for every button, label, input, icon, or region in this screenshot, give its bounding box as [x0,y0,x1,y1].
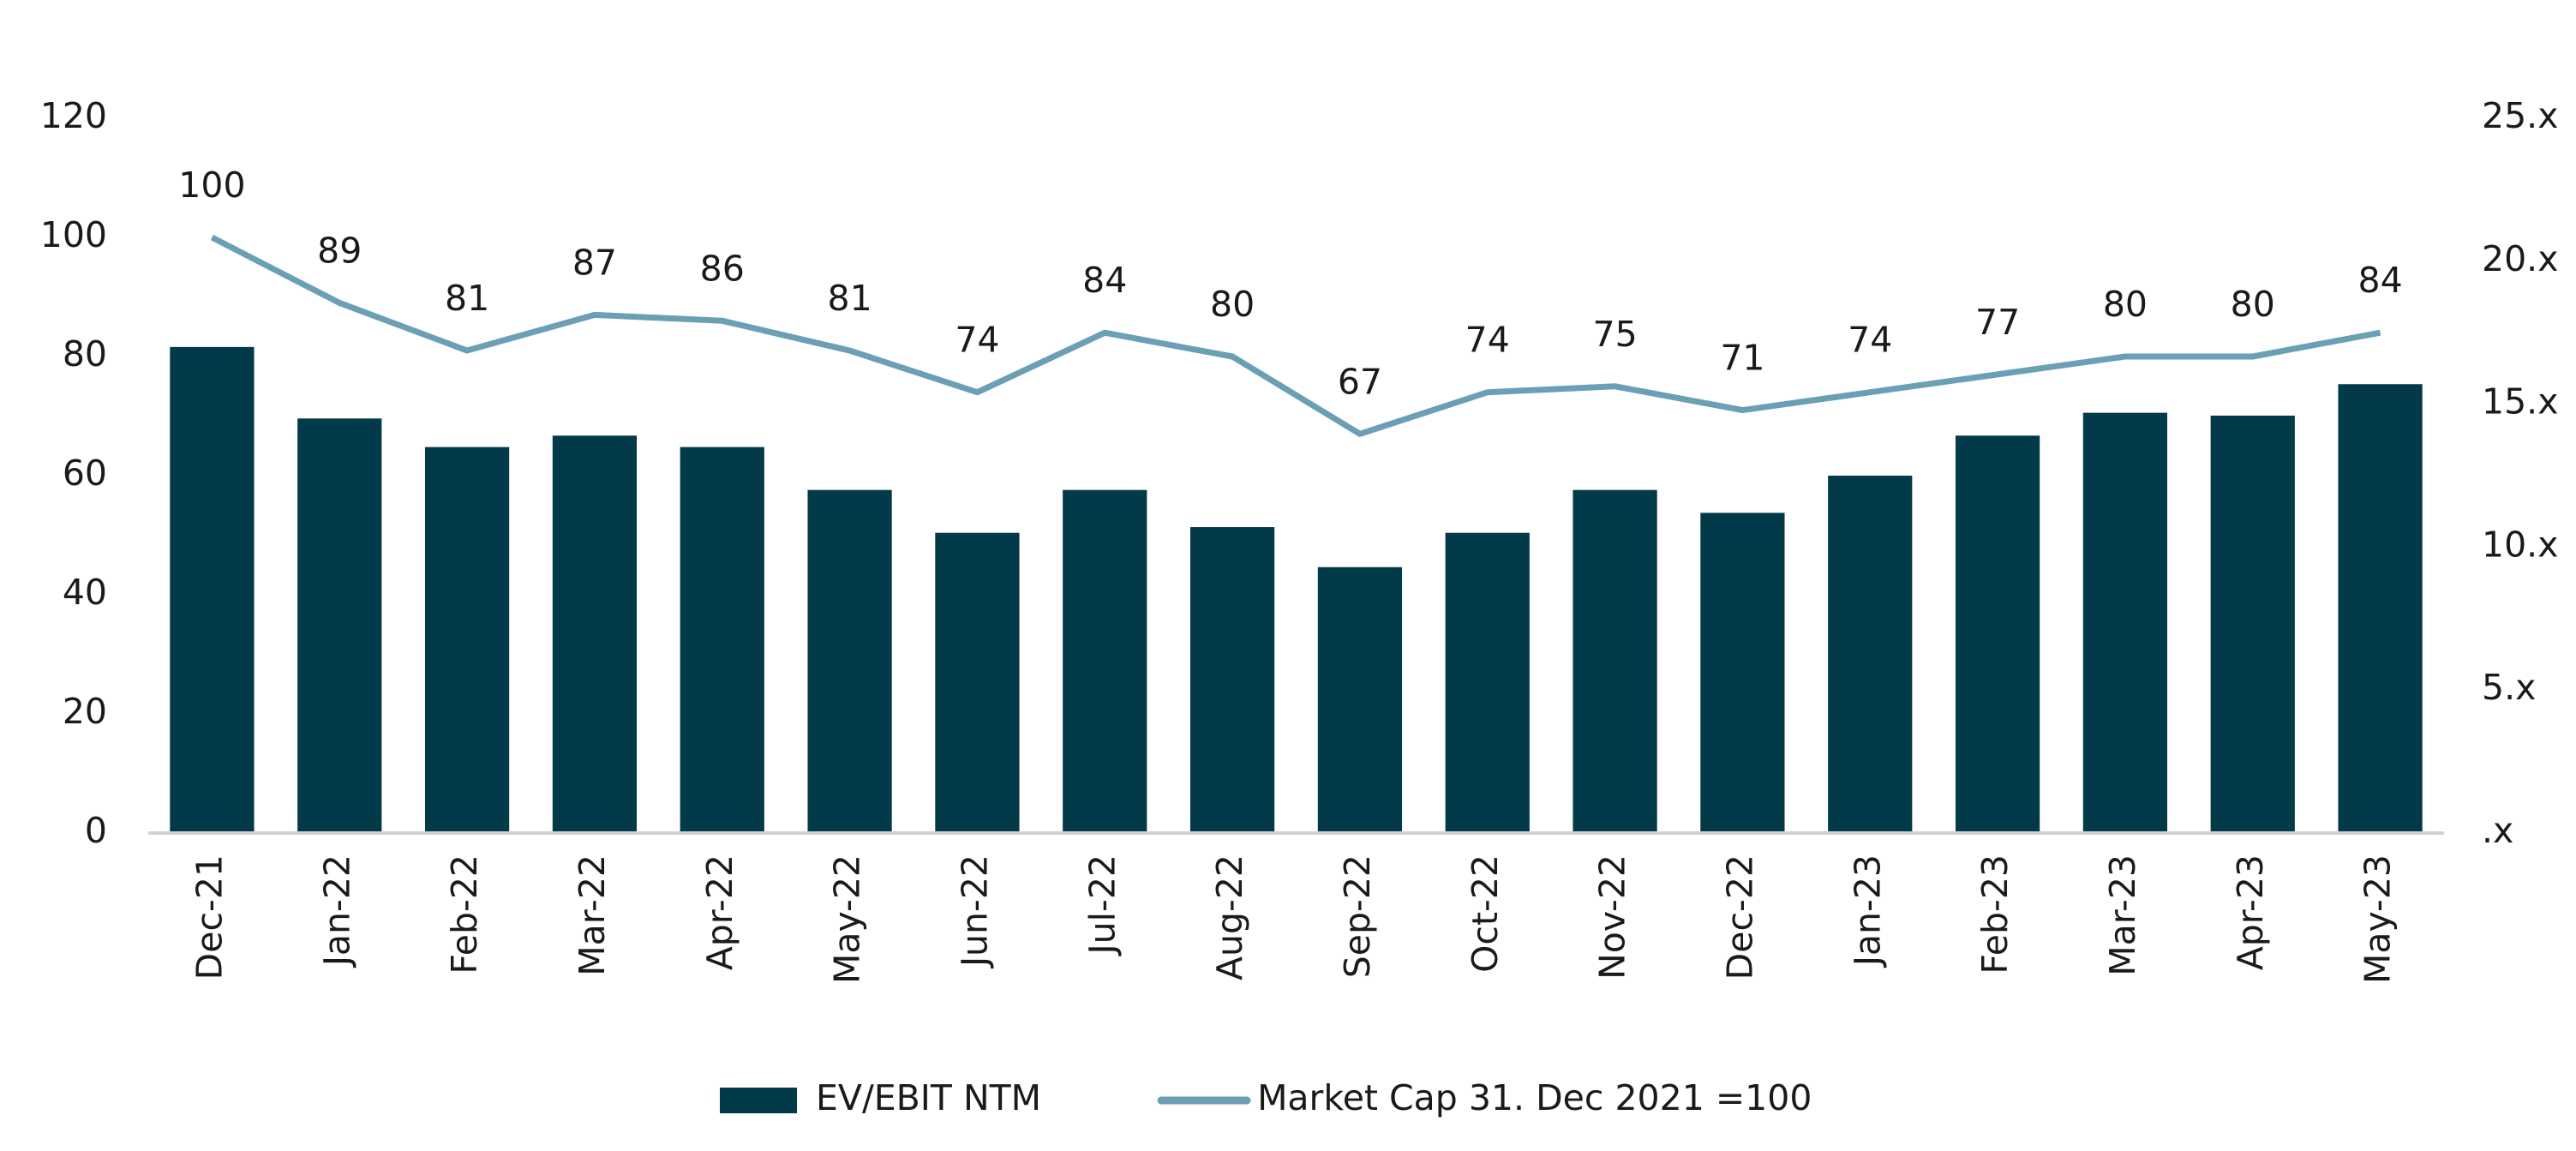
x-tick-label: Dec-21 [189,854,230,980]
y-tick-label: 40 [63,572,107,613]
data-label: 74 [955,320,999,361]
y2-tick-label: 10.x [2482,524,2558,565]
x-tick-label: Jul-22 [1081,854,1123,956]
bar [807,489,892,833]
bar [1573,489,1657,833]
y2-tick-label: 15.x [2482,381,2558,423]
x-tick-label: Feb-22 [444,854,485,974]
y-tick-label: 120 [40,95,107,136]
x-tick-label: May-23 [2357,854,2399,984]
data-label: 84 [1082,260,1127,301]
x-tick-label: Sep-22 [1337,854,1378,978]
legend: EV/EBIT NTM Market Cap 31. Dec 2021 =100 [720,1077,1812,1118]
legend-swatch [720,1088,797,1113]
data-label: 86 [700,248,745,289]
bar [1189,527,1275,833]
x-tick-label: Oct-22 [1465,854,1506,973]
x-tick-label: Apr-22 [699,854,740,970]
bar [1317,567,1403,833]
bar [2210,415,2295,833]
legend-label: Market Cap 31. Dec 2021 =100 [1257,1077,1812,1118]
bar [2338,384,2423,833]
x-tick-label: Mar-22 [572,854,613,976]
x-tick-label: Nov-22 [1592,854,1633,980]
data-label: 100 [178,165,245,206]
x-tick-label: Apr-23 [2230,854,2271,970]
x-tick-label: Aug-22 [1209,854,1250,980]
bar [1700,513,1785,833]
bar [170,346,255,833]
bar [680,447,764,833]
bar [1063,489,1147,833]
x-tick-label: Jun-22 [954,854,995,969]
data-label: 80 [2103,284,2148,325]
x-tick-label: Feb-23 [1974,854,2016,974]
y2-tick-label: 25.x [2482,95,2558,136]
data-label: 75 [1592,314,1637,355]
y2-tick-label: .x [2482,810,2513,851]
bar [552,435,638,833]
data-label: 74 [1848,320,1892,361]
legend-label: EV/EBIT NTM [816,1077,1041,1118]
bar [1828,476,1913,833]
data-label: 89 [317,230,362,271]
y-tick-label: 0 [85,810,107,851]
y-tick-label: 20 [63,691,107,732]
y-tick-label: 60 [63,453,107,494]
data-label: 71 [1720,338,1764,379]
bar [1445,532,1530,833]
x-tick-label: May-22 [827,854,868,984]
data-label: 81 [445,278,489,319]
data-label: 84 [2357,260,2402,301]
x-tick-label: Jan-22 [316,854,357,968]
line [210,234,2381,437]
bar [424,447,510,833]
data-label: 67 [1338,361,1382,402]
y2-tick-label: 20.x [2482,238,2558,279]
y2-tick-label: 5.x [2482,667,2536,708]
bar [1955,435,2040,833]
data-label: 80 [1210,284,1255,325]
data-label: 80 [2231,284,2275,325]
data-label: 87 [572,242,617,283]
x-tick-label: Jan-23 [1847,854,1888,968]
bar [297,418,382,833]
bar [2082,412,2168,833]
x-tick-label: Dec-22 [1719,854,1760,980]
bar [935,532,1020,833]
data-label: 74 [1465,320,1510,361]
data-label: 77 [1975,302,2020,343]
y-tick-label: 100 [40,214,107,255]
x-tick-label: Mar-23 [2102,854,2143,976]
y-tick-label: 80 [63,333,107,375]
data-label: 81 [827,278,872,319]
